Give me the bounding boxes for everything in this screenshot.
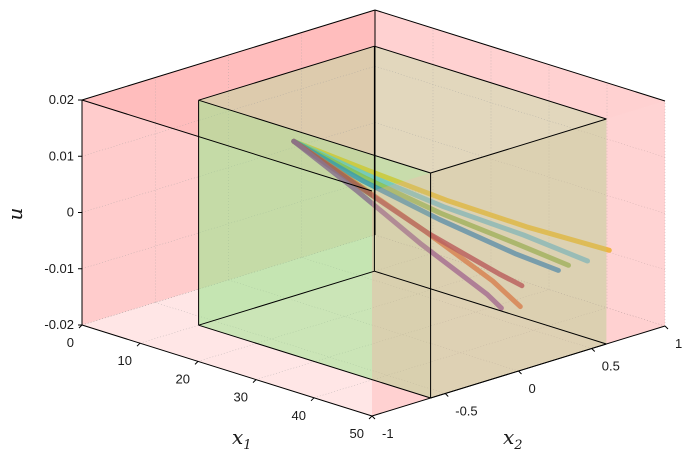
- grid-left-z-1: [81, 178, 376, 269]
- x1-tick-mark-3: [252, 379, 257, 383]
- x1-axis-label-subscript: 1: [243, 438, 251, 450]
- z-tick-label-0: -0.02: [44, 317, 74, 332]
- axis-labels: u x1 x2: [3, 208, 523, 450]
- x1-tick-label-2: 20: [176, 371, 190, 386]
- outer-edge-left-top: [81, 9, 376, 101]
- x2-axis-label-subscript: 2: [513, 438, 522, 450]
- outer-edge-front-top: [81, 99, 373, 192]
- outer-edge-x-axis: [81, 324, 373, 417]
- inner-edge-front-top: [198, 99, 431, 174]
- x1-tick-mark-0: [78, 324, 83, 329]
- x1-tick-label-3: 30: [234, 390, 248, 405]
- x2-tick-mark-2: [518, 370, 522, 375]
- grid-left-z-2: [81, 122, 376, 213]
- x1-tick-mark-5: [368, 415, 373, 420]
- inner-left-wall: [198, 46, 375, 326]
- outer-right-wall: [372, 101, 665, 416]
- x2-tick-label-2: 0: [529, 381, 536, 396]
- z-axis-label: u: [3, 208, 27, 221]
- x2-axis-label-base: x: [503, 425, 514, 449]
- inner-front-wall: [198, 100, 431, 398]
- x1-tick-label-5: 50: [350, 426, 364, 441]
- inner-edge-back-top: [374, 45, 607, 120]
- z-tick-label-3: 0.01: [49, 148, 74, 163]
- x2-tick-mark-1: [444, 393, 449, 397]
- x1-tick-mark-2: [194, 361, 199, 365]
- x2-tick-mark-3: [591, 348, 596, 352]
- trajectory-series: [291, 138, 612, 311]
- inner-right-wall: [430, 119, 607, 398]
- series-line-5: [291, 138, 525, 289]
- x2-tick-label-3: 0.5: [602, 359, 620, 374]
- front-panels: [81, 9, 666, 417]
- series-line-0: [291, 138, 612, 253]
- tick-labels: -0.02 -0.01 0 0.01 0.02 0 10 20 30 40 50 -1 -0.5 0 0.5…: [44, 92, 682, 441]
- x1-tick-mark-4: [310, 397, 315, 402]
- z-tick-label-1: -0.01: [44, 261, 74, 276]
- z-tick-label-2: 0: [67, 205, 74, 220]
- grid-floor-x-2: [197, 271, 492, 362]
- inner-edge-left-bottom: [198, 270, 375, 326]
- x2-axis-label: x2: [503, 425, 523, 450]
- inner-edge-right-top: [430, 118, 607, 174]
- x1-tick-label-0: 0: [67, 335, 74, 350]
- x1-tick-mark-1: [136, 342, 141, 347]
- inner-edge-back-bottom: [374, 270, 607, 345]
- x2-tick-mark-0: [371, 415, 376, 420]
- inner-edge-front-bottom: [198, 324, 431, 399]
- x1-tick-label-4: 40: [292, 408, 306, 423]
- z-tick-label-4: 0.02: [49, 92, 74, 107]
- inner-edge-left-top: [198, 45, 375, 101]
- series-line-3: [291, 138, 561, 273]
- x1-tick-label-1: 10: [118, 353, 132, 368]
- x2-tick-label-1: -0.5: [455, 404, 477, 419]
- x2-tick-label-0: -1: [382, 426, 394, 441]
- x2-tick-mark-4: [664, 325, 669, 330]
- outer-edge-back-top: [374, 9, 666, 102]
- x1-axis-label-base: x: [232, 425, 243, 449]
- x1-axis-label: x1: [232, 425, 252, 450]
- x2-tick-label-4: 1: [675, 336, 682, 351]
- inner-back-wall: [374, 46, 607, 344]
- series-line-6: [291, 138, 504, 311]
